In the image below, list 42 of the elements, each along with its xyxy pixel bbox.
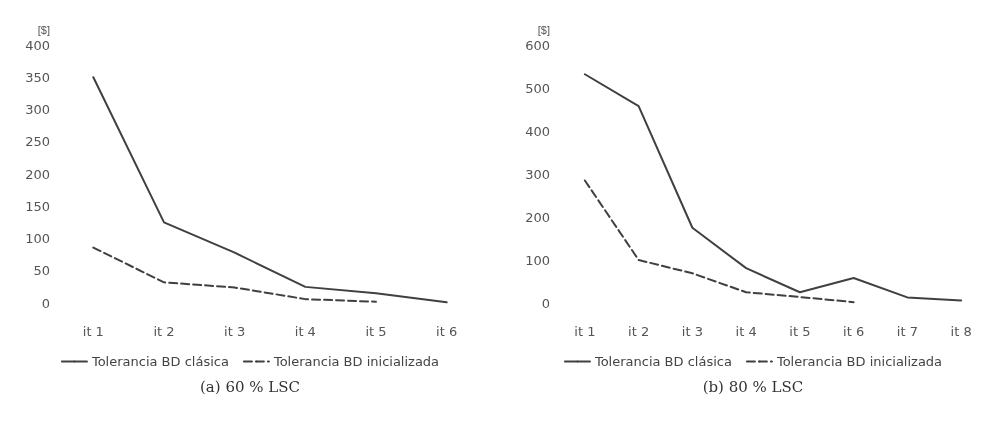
legend-label: Tolerancia BD clásica [593, 354, 732, 369]
y-axis-title: [$] [537, 23, 550, 36]
y-tick-label: 500 [525, 80, 550, 96]
y-tick-label: 50 [33, 263, 50, 279]
x-tick-label: it 4 [294, 324, 316, 339]
y-tick-label: 0 [41, 295, 50, 311]
line-series [583, 179, 855, 304]
x-tick-label: it 2 [628, 324, 650, 339]
legend-label: Tolerancia BD inicializada [272, 354, 440, 369]
x-tick-label: it 7 [896, 324, 918, 339]
text: (a) 60 % LSC [199, 378, 301, 396]
legend-label: Tolerancia BD clásica [90, 354, 229, 369]
y-tick-label: 100 [25, 231, 50, 246]
y-tick-label: 100 [525, 252, 550, 268]
y-tick-label: 250 [25, 134, 50, 150]
y-tick-label: 200 [25, 166, 50, 182]
y-tick-label: 300 [25, 102, 50, 117]
x-tick-label: it 6 [436, 324, 458, 339]
line-series [92, 246, 377, 303]
y-tick-label: 200 [525, 209, 550, 225]
y-tick-label: 400 [525, 123, 550, 139]
x-tick-label: it 6 [843, 324, 865, 339]
text: (b) 80 % LSC [701, 378, 805, 396]
x-tick-label: it 8 [950, 324, 972, 339]
line-series [583, 73, 963, 302]
x-tick-label: it 3 [681, 324, 703, 339]
x-tick-label: it 5 [365, 324, 387, 339]
x-tick-label: it 4 [735, 324, 757, 339]
line-series [92, 76, 448, 304]
x-tick-label: it 2 [153, 324, 175, 339]
x-tick-label: it 1 [574, 324, 596, 339]
y-axis-title: [$] [37, 23, 50, 36]
y-tick-label: 300 [525, 166, 550, 182]
y-tick-label: 350 [25, 69, 50, 85]
y-tick-label: 600 [525, 37, 550, 53]
x-tick-label: it 5 [789, 324, 811, 339]
y-tick-label: 400 [25, 37, 50, 53]
legend-label: Tolerancia BD inicializada [775, 354, 943, 369]
x-tick-label: it 1 [82, 324, 104, 339]
y-tick-label: 150 [25, 198, 50, 214]
y-tick-label: 0 [541, 295, 550, 311]
x-tick-label: it 3 [224, 324, 246, 339]
